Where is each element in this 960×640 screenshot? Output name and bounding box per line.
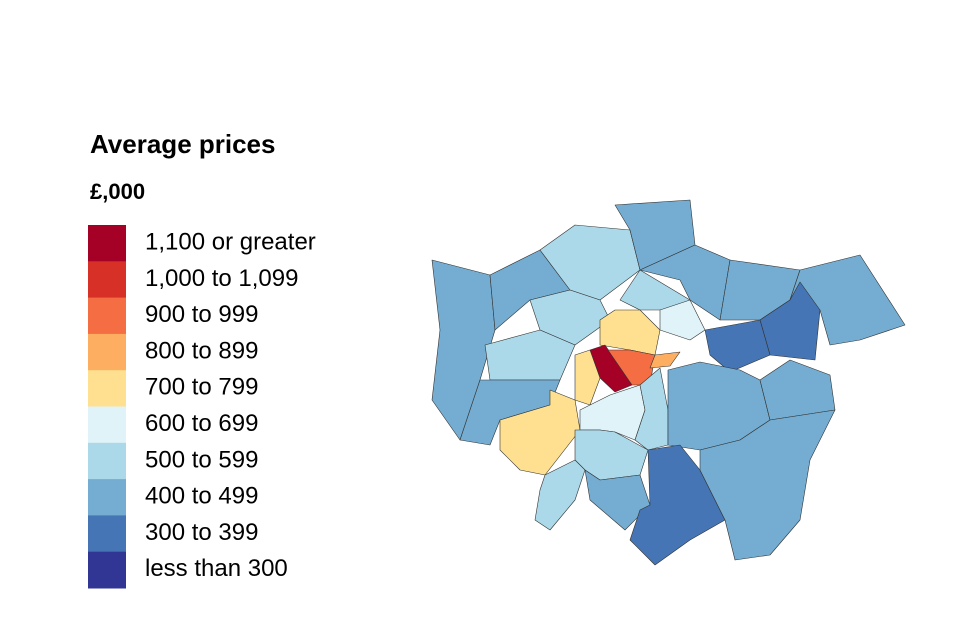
- legend-swatch: [88, 442, 126, 480]
- legend-swatch: [88, 225, 126, 262]
- legend-label: less than 300: [145, 555, 288, 582]
- legend-swatch: [88, 333, 126, 371]
- legend-label: 700 to 799: [145, 374, 258, 401]
- legend-label: 300 to 399: [145, 519, 258, 546]
- borough: [759, 359, 836, 421]
- legend-label: 1,000 to 1,099: [145, 265, 298, 292]
- legend-subtitle: £,000: [90, 179, 145, 204]
- map: [431, 199, 906, 566]
- borough: [607, 349, 656, 386]
- legend-swatch: [88, 479, 126, 516]
- borough: [534, 459, 586, 531]
- legend-swatch: [88, 406, 126, 444]
- legend-label: 1,100 or greater: [145, 228, 316, 255]
- legend-swatch: [88, 370, 126, 407]
- legend-swatch: [88, 261, 126, 299]
- legend-label: 900 to 999: [145, 301, 258, 328]
- borough: [704, 319, 771, 373]
- legend-title: Average prices: [90, 129, 275, 159]
- legend-label: 800 to 899: [145, 337, 258, 364]
- borough: [599, 309, 661, 356]
- legend-swatch: [88, 551, 126, 589]
- legend-label: 500 to 599: [145, 446, 258, 473]
- borough: [699, 409, 836, 561]
- borough: [484, 329, 576, 381]
- legend: 1,100 or greater 1,000 to 1,099 900 to 999…: [88, 225, 316, 589]
- borough: [634, 367, 669, 451]
- borough: [629, 444, 726, 566]
- borough: [649, 351, 681, 369]
- legend-label: 600 to 699: [145, 410, 258, 437]
- borough: [659, 299, 706, 341]
- legend-swatch: [88, 297, 126, 335]
- legend-label: 400 to 499: [145, 483, 258, 510]
- legend-swatch: [88, 515, 126, 553]
- borough: [574, 349, 601, 406]
